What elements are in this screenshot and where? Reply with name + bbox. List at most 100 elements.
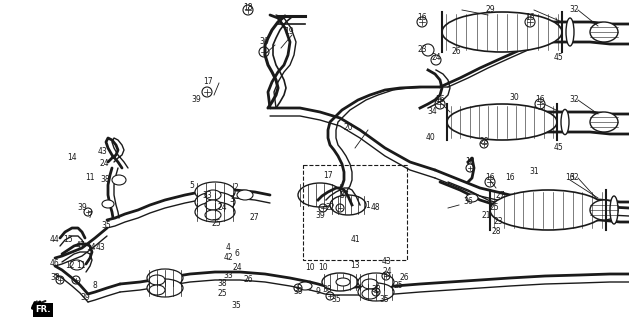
Ellipse shape (358, 283, 394, 301)
Text: 22: 22 (325, 203, 335, 212)
Ellipse shape (362, 279, 378, 289)
Text: 35: 35 (331, 295, 341, 305)
Text: 43: 43 (95, 244, 105, 252)
Text: 27: 27 (495, 191, 505, 201)
Text: 19: 19 (284, 28, 294, 36)
Text: 16: 16 (417, 13, 427, 22)
Ellipse shape (322, 273, 358, 291)
Ellipse shape (205, 200, 221, 210)
Text: 32: 32 (569, 5, 579, 14)
Ellipse shape (147, 279, 183, 297)
Ellipse shape (358, 273, 394, 291)
Text: 3: 3 (230, 196, 235, 204)
Text: 35: 35 (231, 300, 241, 309)
Text: 34: 34 (427, 108, 437, 116)
Text: 20: 20 (343, 124, 353, 132)
Ellipse shape (590, 112, 618, 132)
Text: 39: 39 (77, 204, 87, 212)
Ellipse shape (149, 275, 165, 285)
Text: 21: 21 (481, 211, 491, 220)
Text: 5: 5 (189, 180, 194, 189)
Ellipse shape (70, 260, 84, 270)
Ellipse shape (566, 18, 574, 46)
Text: 9: 9 (316, 287, 320, 297)
Text: 45: 45 (553, 53, 563, 62)
Text: 36: 36 (259, 37, 269, 46)
Text: 25: 25 (217, 290, 227, 299)
Ellipse shape (298, 282, 312, 290)
Text: 24: 24 (217, 204, 227, 212)
Ellipse shape (237, 190, 253, 200)
Text: 2: 2 (233, 183, 238, 193)
Text: 25: 25 (393, 282, 403, 291)
Text: 13: 13 (350, 260, 360, 269)
Text: 32: 32 (569, 173, 579, 182)
Ellipse shape (330, 195, 366, 215)
Text: 37: 37 (339, 191, 349, 201)
Text: 38: 38 (50, 274, 60, 283)
Ellipse shape (102, 200, 114, 208)
Text: 28: 28 (479, 138, 489, 147)
Text: 39: 39 (191, 95, 201, 105)
Text: 38: 38 (322, 285, 332, 294)
Ellipse shape (195, 182, 235, 202)
Ellipse shape (149, 285, 165, 295)
Text: 14: 14 (86, 243, 96, 252)
Text: 26: 26 (451, 47, 461, 57)
Text: 39: 39 (80, 293, 90, 302)
Text: 27: 27 (249, 213, 259, 222)
Text: 24: 24 (232, 263, 242, 273)
Ellipse shape (147, 269, 183, 287)
Ellipse shape (205, 190, 221, 200)
Text: 45: 45 (553, 143, 563, 153)
Text: 43: 43 (98, 148, 108, 156)
Text: 39: 39 (293, 287, 303, 297)
Text: 38: 38 (371, 285, 381, 294)
Text: 40: 40 (425, 133, 435, 142)
Ellipse shape (195, 202, 235, 222)
Ellipse shape (610, 196, 618, 224)
Text: 6: 6 (235, 250, 240, 259)
Text: 16: 16 (505, 173, 515, 182)
Text: 15: 15 (63, 236, 73, 244)
Text: 28: 28 (491, 228, 501, 236)
Text: 35: 35 (379, 295, 389, 305)
Text: 18: 18 (465, 157, 475, 166)
Text: 41: 41 (350, 236, 360, 244)
Text: 25: 25 (489, 204, 499, 212)
Ellipse shape (561, 109, 569, 135)
Text: 44: 44 (50, 236, 60, 244)
Text: 47: 47 (75, 241, 85, 250)
Text: 16: 16 (435, 95, 445, 105)
Text: 1: 1 (365, 201, 370, 210)
Text: 10: 10 (318, 263, 328, 273)
Ellipse shape (205, 210, 221, 220)
Text: 14: 14 (67, 154, 77, 163)
Text: 36: 36 (463, 197, 473, 206)
Ellipse shape (590, 200, 618, 220)
Text: 38: 38 (100, 175, 110, 185)
Text: 25: 25 (211, 220, 221, 228)
Text: 33: 33 (202, 191, 212, 201)
Text: 46: 46 (49, 260, 59, 268)
Text: 23: 23 (493, 218, 503, 227)
Text: FR.: FR. (35, 306, 51, 315)
Ellipse shape (431, 55, 441, 65)
Text: 10: 10 (305, 263, 314, 273)
Text: 42: 42 (223, 253, 233, 262)
Bar (303, 165, 407, 260)
Ellipse shape (466, 194, 478, 202)
Text: 8: 8 (92, 281, 97, 290)
Ellipse shape (362, 289, 378, 299)
Text: 26: 26 (243, 276, 253, 284)
Text: 16: 16 (525, 13, 535, 22)
Ellipse shape (590, 22, 618, 42)
Text: 23: 23 (417, 45, 427, 54)
Text: 17: 17 (323, 171, 333, 180)
Text: 35: 35 (101, 220, 111, 229)
Text: 4: 4 (226, 244, 230, 252)
Text: 11: 11 (76, 260, 86, 269)
Text: 31: 31 (529, 167, 539, 177)
Text: 48: 48 (370, 204, 380, 212)
Text: 26: 26 (399, 274, 409, 283)
